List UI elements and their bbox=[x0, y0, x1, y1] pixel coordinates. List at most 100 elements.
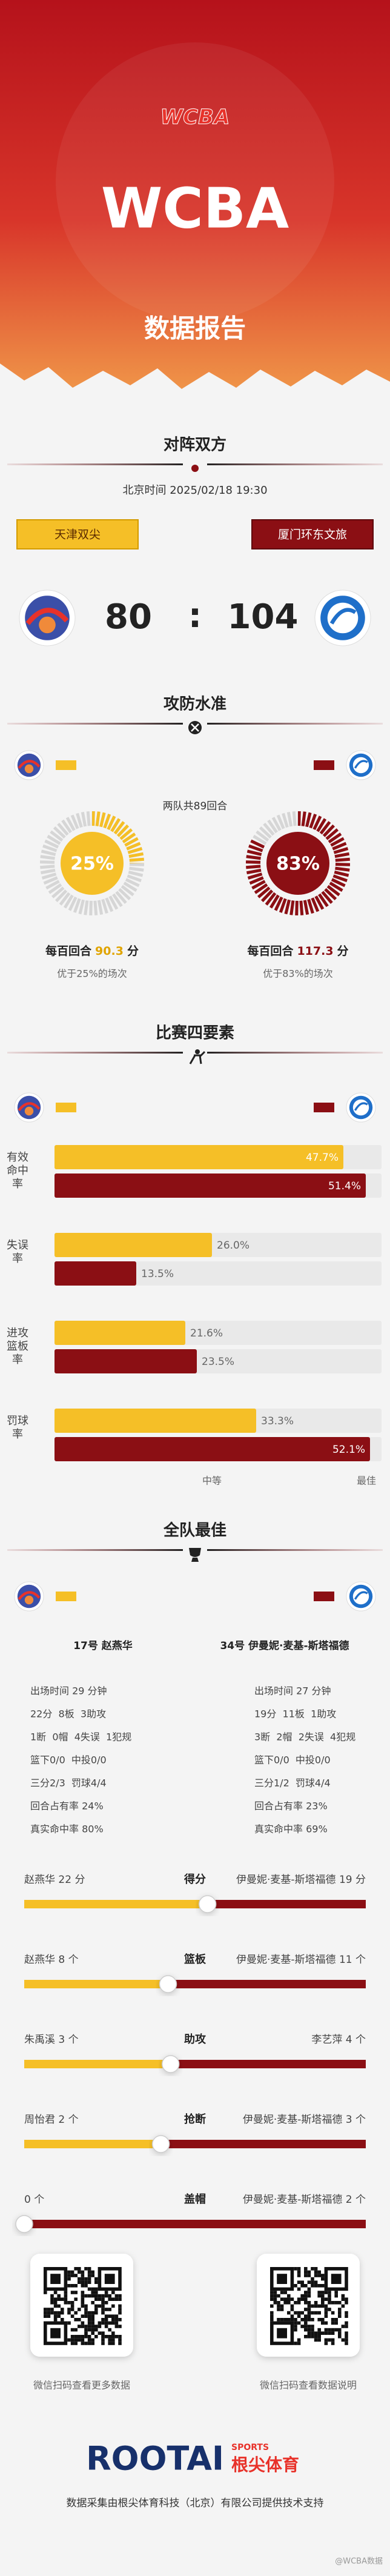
qr-module bbox=[78, 2308, 81, 2311]
qr-module bbox=[111, 2291, 115, 2294]
qr-module bbox=[304, 2301, 308, 2305]
leader-bar-home bbox=[24, 2060, 171, 2068]
qr-module bbox=[307, 2311, 311, 2315]
qr-module bbox=[94, 2294, 98, 2298]
qr-module bbox=[87, 2287, 91, 2291]
qr-module bbox=[331, 2338, 335, 2342]
qr-module bbox=[53, 2314, 58, 2318]
qr-module bbox=[304, 2294, 308, 2298]
qr-module bbox=[87, 2277, 91, 2281]
factor-bar bbox=[55, 1173, 366, 1198]
qr-module bbox=[280, 2318, 284, 2322]
qr-module bbox=[287, 2301, 291, 2305]
qr-module bbox=[311, 2280, 314, 2284]
qr-module bbox=[270, 2304, 274, 2308]
brand-sports: SPORTS bbox=[231, 2443, 269, 2452]
qr-module bbox=[81, 2325, 85, 2328]
away-score: 104 bbox=[228, 597, 299, 637]
qr-module bbox=[108, 2297, 111, 2301]
team-logo bbox=[18, 1102, 41, 1112]
qr-module bbox=[277, 2304, 280, 2308]
qr-module bbox=[57, 2304, 61, 2308]
qr-module bbox=[345, 2297, 348, 2301]
qr-module bbox=[290, 2304, 294, 2308]
qr-module bbox=[294, 2328, 297, 2332]
qr-module bbox=[273, 2294, 277, 2298]
qr-finder bbox=[277, 2328, 287, 2339]
qr-module bbox=[311, 2331, 314, 2335]
qr-module bbox=[307, 2314, 311, 2318]
qr-module bbox=[81, 2270, 85, 2274]
factor-bar bbox=[55, 1321, 185, 1345]
qr-module bbox=[108, 2294, 111, 2298]
qr-module bbox=[67, 2321, 71, 2325]
qr-module bbox=[297, 2270, 301, 2274]
qr-module bbox=[50, 2297, 54, 2301]
qr-module bbox=[314, 2338, 318, 2342]
player-stat: 19分 11板 1助攻 bbox=[254, 1708, 336, 1720]
section-icon bbox=[189, 1548, 201, 1562]
team-logo bbox=[24, 1106, 34, 1116]
qr-module bbox=[307, 2304, 311, 2308]
qr-module bbox=[53, 2291, 58, 2294]
qr-module bbox=[277, 2308, 280, 2311]
qr-module bbox=[74, 2318, 78, 2322]
qr-module bbox=[53, 2311, 58, 2315]
leader-away: 李艺萍 4 个 bbox=[311, 2034, 366, 2046]
qr-module bbox=[338, 2314, 342, 2318]
qr-module bbox=[317, 2335, 321, 2339]
qr-module bbox=[294, 2301, 297, 2305]
qr-module bbox=[300, 2294, 304, 2298]
qr-module bbox=[53, 2318, 58, 2322]
player-stat: 真实命中率 80% bbox=[30, 1824, 104, 1835]
qr-module bbox=[290, 2314, 294, 2318]
factor-value: 52.1% bbox=[332, 1444, 365, 1456]
qr-module bbox=[321, 2321, 325, 2325]
qr-module bbox=[314, 2301, 318, 2305]
qr-module bbox=[84, 2284, 88, 2288]
qr-module bbox=[314, 2274, 318, 2277]
qr-module bbox=[304, 2274, 308, 2277]
leader-bar-away bbox=[168, 1980, 366, 1988]
qr-module bbox=[64, 2294, 68, 2298]
team-logo bbox=[18, 1591, 41, 1601]
qr-module bbox=[321, 2297, 325, 2301]
qr-module bbox=[74, 2311, 78, 2315]
qr-module bbox=[297, 2321, 301, 2325]
qr-module bbox=[101, 2294, 105, 2298]
qr-module bbox=[50, 2301, 54, 2305]
leader-category: 篮板 bbox=[183, 1953, 207, 1966]
qr-module bbox=[81, 2294, 85, 2298]
qr-module bbox=[297, 2301, 301, 2305]
qr-module bbox=[81, 2284, 85, 2288]
qr-module bbox=[338, 2331, 342, 2335]
qr-module bbox=[87, 2342, 91, 2345]
qr-module bbox=[61, 2297, 64, 2301]
qr-module bbox=[304, 2270, 308, 2274]
qr-module bbox=[87, 2267, 91, 2271]
qr-module bbox=[84, 2277, 88, 2281]
player-stat: 3断 2帽 2失误 4犯规 bbox=[254, 1731, 355, 1743]
leader-home: 周怡君 2 个 bbox=[24, 2114, 79, 2126]
player-stat: 三分2/3 罚球4/4 bbox=[30, 1778, 107, 1789]
qr-module bbox=[304, 2328, 308, 2332]
qr-module bbox=[91, 2318, 94, 2322]
qr-module bbox=[283, 2318, 287, 2322]
qr-module bbox=[324, 2331, 328, 2335]
qr-module bbox=[84, 2308, 88, 2311]
qr-module bbox=[341, 2294, 345, 2298]
qr-module bbox=[91, 2270, 94, 2274]
qr-module bbox=[81, 2297, 85, 2301]
qr-module bbox=[91, 2294, 94, 2298]
team-logo bbox=[25, 608, 69, 625]
qr-module bbox=[98, 2294, 102, 2298]
team-logo bbox=[24, 764, 34, 774]
qr-module bbox=[91, 2314, 94, 2318]
match-time: 北京时间 2025/02/18 19:30 bbox=[122, 484, 267, 497]
team-logo bbox=[352, 757, 369, 774]
qr-module bbox=[67, 2270, 71, 2274]
section-line bbox=[7, 1549, 183, 1551]
section-line bbox=[207, 1052, 383, 1054]
qr-module bbox=[87, 2294, 91, 2298]
